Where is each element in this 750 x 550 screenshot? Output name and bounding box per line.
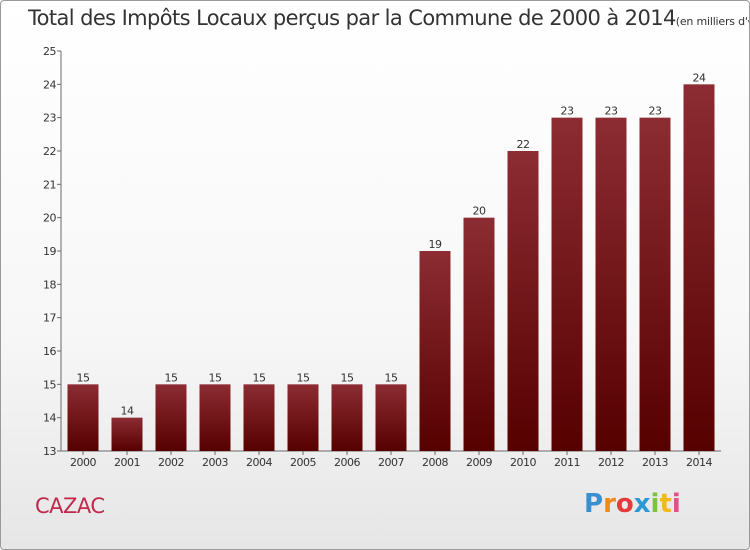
y-tick-label: 18 bbox=[43, 278, 56, 291]
logo-letter: r bbox=[603, 489, 616, 519]
x-tick-label: 2009 bbox=[466, 456, 492, 469]
y-tick-label: 13 bbox=[43, 445, 56, 458]
x-tick-label: 2008 bbox=[422, 456, 448, 469]
logo-letter: t bbox=[659, 489, 672, 519]
logo-letter: x bbox=[633, 489, 651, 519]
x-tick-label: 2001 bbox=[114, 456, 140, 469]
bar-2002 bbox=[155, 384, 187, 451]
bar-2005 bbox=[287, 384, 319, 451]
x-tick-label: 2010 bbox=[510, 456, 536, 469]
y-tick-label: 24 bbox=[43, 78, 56, 91]
y-tick-label: 25 bbox=[43, 45, 56, 58]
y-tick-label: 19 bbox=[43, 245, 56, 258]
y-tick-label: 15 bbox=[43, 378, 56, 391]
y-tick-label: 16 bbox=[43, 345, 56, 358]
y-tick-label: 23 bbox=[43, 112, 56, 125]
bar-value-label: 19 bbox=[429, 238, 442, 251]
x-tick-label: 2011 bbox=[554, 456, 580, 469]
x-tick-label: 2006 bbox=[334, 456, 360, 469]
logo-letter: i bbox=[671, 489, 681, 519]
x-tick-label: 2003 bbox=[202, 456, 228, 469]
commune-name: CAZAC bbox=[35, 494, 105, 518]
x-tick-label: 2000 bbox=[70, 456, 96, 469]
bar-value-label: 20 bbox=[473, 205, 486, 218]
bar-2007 bbox=[375, 384, 407, 451]
y-tick-label: 20 bbox=[43, 212, 56, 225]
proxiti-logo[interactable]: Proxiti bbox=[584, 489, 681, 519]
x-tick-label: 2012 bbox=[598, 456, 624, 469]
bar-value-label: 15 bbox=[253, 371, 266, 384]
x-tick-label: 2013 bbox=[642, 456, 668, 469]
logo-letter: o bbox=[615, 489, 634, 519]
bar-value-label: 15 bbox=[341, 371, 354, 384]
bar-2014 bbox=[683, 84, 715, 451]
bar-value-label: 15 bbox=[385, 371, 398, 384]
bar-2013 bbox=[639, 117, 671, 452]
x-tick-label: 2002 bbox=[158, 456, 184, 469]
bar-2001 bbox=[111, 417, 143, 451]
bar-value-label: 15 bbox=[297, 371, 310, 384]
x-tick-label: 2004 bbox=[246, 456, 272, 469]
bar-value-label: 15 bbox=[209, 371, 222, 384]
chart-unit-label: (en milliers d'€) bbox=[675, 15, 749, 28]
chart-title: Total des Impôts Locaux perçus par la Co… bbox=[28, 6, 676, 30]
logo-letter: P bbox=[584, 489, 604, 519]
y-tick-label: 21 bbox=[43, 178, 56, 191]
bar-value-label: 14 bbox=[121, 405, 134, 418]
bar-value-label: 15 bbox=[165, 371, 178, 384]
bar-2000 bbox=[67, 384, 99, 451]
x-tick-label: 2005 bbox=[290, 456, 316, 469]
logo-letter: i bbox=[650, 489, 660, 519]
bar-2011 bbox=[551, 117, 583, 452]
bar-value-label: 23 bbox=[649, 105, 662, 118]
y-tick-label: 14 bbox=[43, 412, 56, 425]
bar-2008 bbox=[419, 251, 451, 451]
chart-title-block: Total des Impôts Locaux perçus par la Co… bbox=[28, 6, 749, 30]
bar-2004 bbox=[243, 384, 275, 451]
bar-2003 bbox=[199, 384, 231, 451]
bar-value-label: 22 bbox=[517, 138, 530, 151]
bar-2012 bbox=[595, 117, 627, 452]
bar-2010 bbox=[507, 151, 539, 451]
bar-value-label: 23 bbox=[561, 105, 574, 118]
x-tick-label: 2007 bbox=[378, 456, 404, 469]
bar-value-label: 23 bbox=[605, 105, 618, 118]
y-tick-label: 22 bbox=[43, 145, 56, 158]
bar-2006 bbox=[331, 384, 363, 451]
bar-2009 bbox=[463, 217, 495, 451]
bar-value-label: 15 bbox=[77, 371, 90, 384]
x-tick-label: 2014 bbox=[686, 456, 712, 469]
y-tick-label: 17 bbox=[43, 312, 56, 325]
bar-value-label: 24 bbox=[693, 71, 706, 84]
